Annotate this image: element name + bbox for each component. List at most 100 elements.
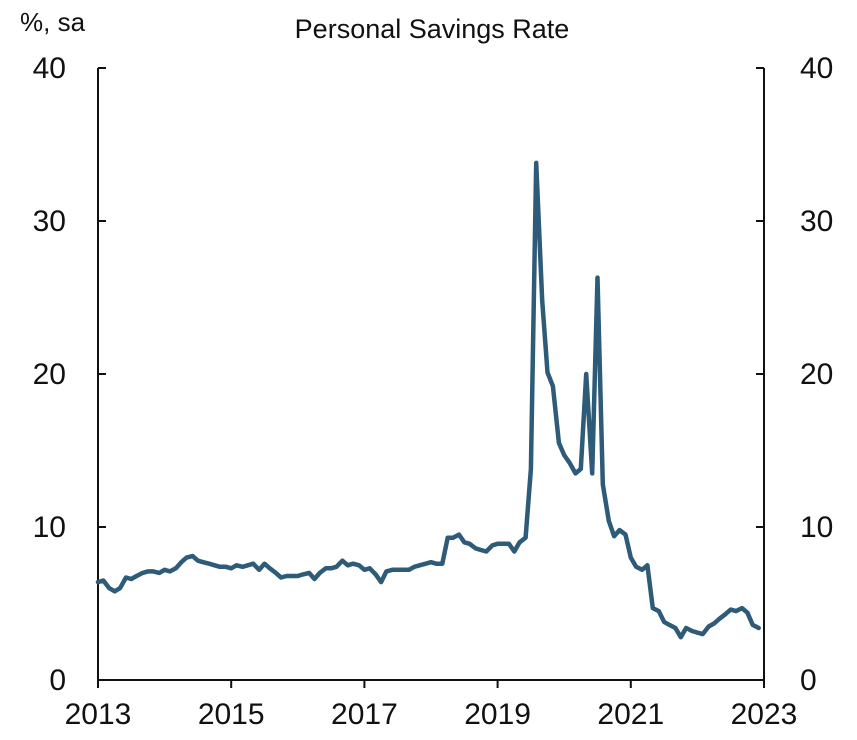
- x-tick-label: 2021: [597, 698, 664, 731]
- savings-rate-point: [507, 542, 511, 546]
- savings-rate-point: [396, 568, 400, 572]
- savings-rate-point: [124, 575, 128, 580]
- savings-rate-point: [573, 471, 578, 475]
- left-y-tick-label: 30: [33, 205, 66, 238]
- left-y-tick-label: 20: [33, 358, 66, 391]
- savings-rate-point: [268, 566, 272, 570]
- savings-rate-point: [595, 276, 600, 280]
- x-tick-label: 2015: [198, 698, 265, 731]
- savings-rate-point: [524, 536, 528, 540]
- savings-rate-point: [234, 563, 239, 567]
- x-tick-label: 2017: [331, 698, 398, 731]
- savings-rate-point: [191, 554, 195, 558]
- savings-rate-point: [107, 586, 111, 590]
- savings-rate-point: [163, 568, 167, 572]
- savings-rate-point: [701, 632, 705, 636]
- savings-rate-point: [257, 568, 261, 572]
- savings-rate-point: [384, 569, 388, 574]
- savings-rate-point: [557, 441, 561, 445]
- savings-rate-point: [690, 629, 694, 633]
- savings-rate-point: [579, 467, 583, 471]
- savings-rate-point: [101, 578, 105, 583]
- savings-rate-point: [707, 624, 711, 629]
- savings-rate-point: [429, 560, 433, 564]
- savings-rate-point: [113, 589, 117, 593]
- savings-rate-point: [424, 562, 428, 566]
- left-y-axis-ticks: 0 10 20 30 40: [33, 52, 106, 697]
- savings-rate-point: [129, 577, 133, 581]
- savings-rate-point: [584, 372, 588, 376]
- savings-rate-point: [529, 467, 533, 471]
- savings-rate-point: [179, 560, 183, 564]
- savings-rate-point: [407, 568, 411, 572]
- savings-rate-point: [712, 621, 716, 626]
- savings-rate-point: [612, 534, 616, 538]
- savings-rate-point: [118, 586, 122, 590]
- savings-rate-point: [146, 569, 150, 574]
- savings-rate-point: [141, 571, 145, 575]
- savings-rate-point: [379, 580, 383, 584]
- savings-rate-point: [446, 536, 450, 540]
- savings-rate-point: [307, 571, 311, 575]
- savings-rate-point: [185, 556, 189, 560]
- axes: [97, 68, 765, 681]
- y-axis-unit-label: %, sa: [20, 7, 86, 37]
- right-y-axis-ticks: 0 10 20 30 40: [756, 52, 833, 697]
- savings-rate-point: [312, 577, 317, 581]
- series-group: [95, 160, 761, 640]
- right-y-tick-label: 0: [800, 664, 817, 697]
- savings-rate-point: [567, 461, 572, 465]
- savings-rate-point: [296, 574, 300, 578]
- savings-rate-point: [440, 562, 444, 566]
- savings-rate-point: [279, 575, 283, 580]
- savings-rate-point: [418, 563, 422, 567]
- savings-rate-point: [757, 626, 761, 630]
- savings-rate-point: [634, 565, 638, 569]
- savings-rate-point: [357, 563, 361, 567]
- savings-rate-point: [590, 471, 594, 475]
- savings-rate-point: [229, 566, 233, 570]
- savings-rate-point: [224, 565, 228, 569]
- savings-rate-point: [412, 565, 416, 569]
- savings-rate-point: [213, 563, 217, 567]
- savings-rate-point: [601, 482, 605, 486]
- savings-rate-point: [457, 533, 461, 537]
- savings-rate-point: [157, 571, 161, 575]
- savings-rate-point: [623, 533, 628, 537]
- savings-rate-point: [617, 528, 622, 532]
- savings-rate-point: [679, 635, 683, 639]
- savings-rate-point: [284, 574, 289, 578]
- savings-rate-point: [729, 608, 733, 612]
- savings-rate-point: [518, 540, 522, 544]
- left-y-tick-label: 10: [33, 511, 66, 544]
- savings-rate-point: [667, 623, 672, 627]
- savings-rate-point: [262, 562, 267, 566]
- savings-rate-point: [640, 568, 644, 572]
- savings-rate-point: [468, 542, 472, 546]
- savings-rate-point: [96, 580, 100, 584]
- savings-rate-point: [346, 563, 350, 567]
- savings-rate-point: [545, 370, 550, 375]
- savings-rate-point: [362, 568, 366, 572]
- savings-rate-point: [684, 626, 688, 630]
- savings-rate-point: [745, 611, 750, 615]
- savings-rate-point: [740, 606, 744, 610]
- savings-rate-point: [390, 568, 394, 572]
- savings-rate-point: [651, 606, 655, 610]
- savings-rate-point: [451, 536, 455, 540]
- savings-rate-point: [512, 549, 516, 554]
- savings-rate-point: [462, 540, 466, 544]
- savings-rate-point: [368, 566, 372, 570]
- savings-rate-point: [251, 562, 255, 566]
- savings-rate-point: [751, 623, 755, 627]
- x-tick-label: 2023: [731, 698, 798, 731]
- savings-rate-point: [645, 563, 650, 567]
- right-y-tick-label: 20: [800, 358, 833, 391]
- savings-rate-line: [95, 160, 761, 640]
- savings-rate-point: [174, 566, 178, 570]
- savings-rate-point: [218, 565, 222, 569]
- savings-rate-point: [201, 560, 205, 564]
- savings-rate-point: [318, 571, 322, 575]
- savings-rate-point: [673, 626, 678, 630]
